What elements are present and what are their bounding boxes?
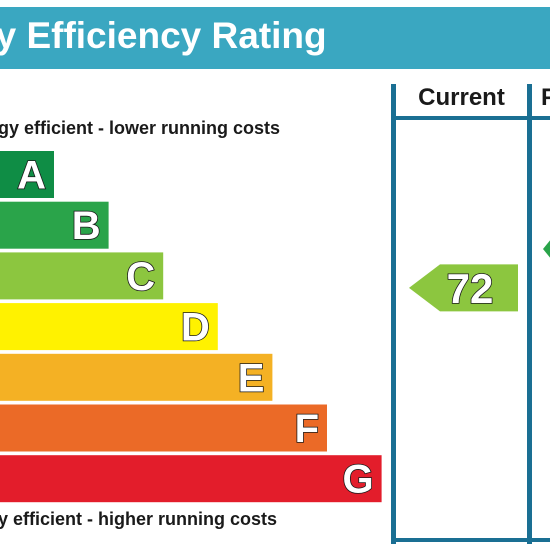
current-rating-value: 72: [447, 265, 494, 312]
band-b-bar: [0, 201, 109, 249]
band-f-bar: [0, 404, 327, 452]
band-d-label: D: [181, 306, 210, 350]
band-g-label: G: [342, 458, 373, 502]
current-rating-arrow: [409, 264, 518, 312]
band-f-label: F: [295, 407, 319, 451]
band-e-label: E: [238, 356, 265, 400]
band-a-label: A: [17, 154, 46, 198]
band-d-bar: [0, 303, 218, 351]
footer-divider: [391, 538, 550, 542]
band-c-label: C: [126, 255, 155, 299]
current-column-right-border: [527, 84, 532, 544]
potential-column-header: P: [541, 84, 550, 111]
band-a-bar: [0, 151, 54, 198]
current-column-header: Current: [418, 84, 505, 111]
band-c-bar: [0, 252, 164, 300]
potential-rating-arrow: [543, 240, 550, 258]
bottom-note: y efficient - higher running costs: [0, 509, 278, 529]
top-note: gy efficient - lower running costs: [0, 118, 281, 138]
band-e-bar: [0, 353, 273, 401]
title-bar: gy Efficiency Rating: [0, 7, 550, 69]
current-column-left-border: [391, 84, 396, 544]
band-g-bar: [0, 455, 382, 503]
chart-title: gy Efficiency Rating: [0, 15, 327, 56]
header-divider: [391, 116, 550, 120]
band-b-label: B: [72, 204, 101, 248]
